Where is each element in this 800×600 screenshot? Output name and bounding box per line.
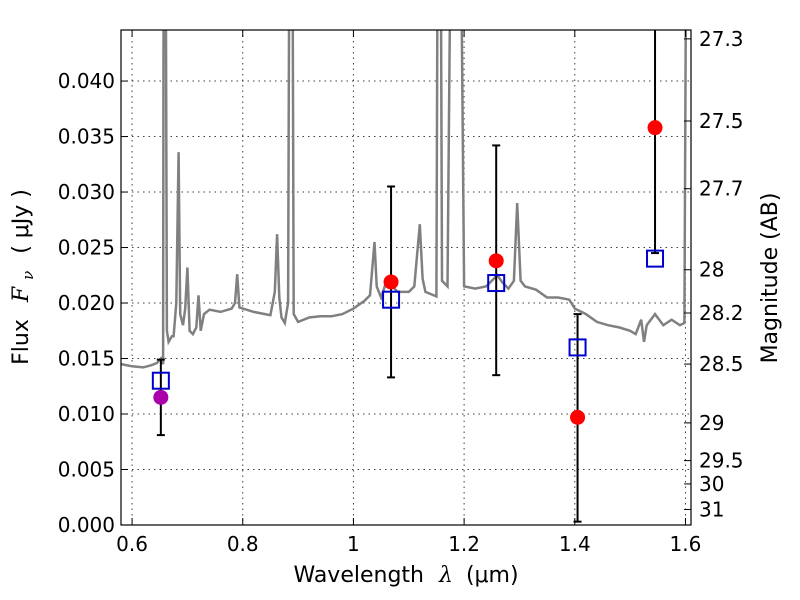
x-axis: 0.6 0.8 1 1.2 1.4 1.6 [116, 30, 701, 556]
observed-point [153, 389, 169, 405]
y-tick-label: 0.040 [58, 69, 115, 93]
y2-tick-label: 31 [699, 497, 724, 521]
model-square [568, 338, 587, 357]
y2-tick-label: 29.5 [699, 449, 744, 473]
y2-tick-label: 28 [699, 258, 724, 282]
model-square [487, 274, 506, 293]
y2-tick-label: 28.5 [699, 352, 744, 376]
y2-axis-label: Magnitude (AB) [758, 193, 783, 364]
x-tick-label: 1 [347, 532, 360, 556]
plot-area [121, 30, 687, 523]
y2-tick-label: 30 [699, 472, 724, 496]
x-tick-label: 0.6 [116, 532, 148, 556]
model-square [382, 290, 401, 309]
y2-tick-label: 27.5 [699, 109, 744, 133]
y-tick-label: 0.010 [58, 402, 115, 426]
observed-points [153, 120, 663, 425]
y2-tick-label: 27.7 [699, 177, 744, 201]
y2-tick-label: 28.2 [699, 301, 744, 325]
y-tick-label: 0.035 [58, 125, 115, 149]
spectrum-line [121, 30, 687, 369]
model-square [151, 371, 170, 390]
observed-point [383, 274, 399, 290]
x-tick-label: 1.2 [448, 532, 480, 556]
y-tick-label: 0.020 [58, 291, 115, 315]
y-tick-label: 0.030 [58, 180, 115, 204]
observed-point [647, 120, 663, 136]
observed-point [570, 409, 586, 425]
plot-frame [120, 29, 692, 526]
x-tick-label: 1.4 [559, 532, 591, 556]
y-axis-label: Flux F ν ( μJy ) [9, 189, 39, 365]
model-square [646, 249, 665, 268]
y-tick-label: 0.025 [58, 236, 115, 260]
grid-lines [121, 30, 691, 526]
model-squares [151, 249, 665, 390]
y2-tick-label: 27.3 [699, 27, 744, 51]
y-tick-label: 0.005 [58, 458, 115, 482]
error-bars [156, 30, 660, 523]
x-tick-label: 0.8 [227, 532, 259, 556]
x-axis-label: Wavelength λ (μm) [293, 563, 518, 588]
y2-tick-label: 29 [699, 411, 724, 435]
y-tick-label: 0.015 [58, 347, 115, 371]
observed-point [488, 253, 504, 269]
y-tick-label: 0.000 [58, 513, 115, 537]
y-axis: 0.000 0.005 0.010 0.015 0.020 0.025 0.030 0.035… [58, 69, 128, 537]
x-tick-label: 1.6 [670, 532, 702, 556]
